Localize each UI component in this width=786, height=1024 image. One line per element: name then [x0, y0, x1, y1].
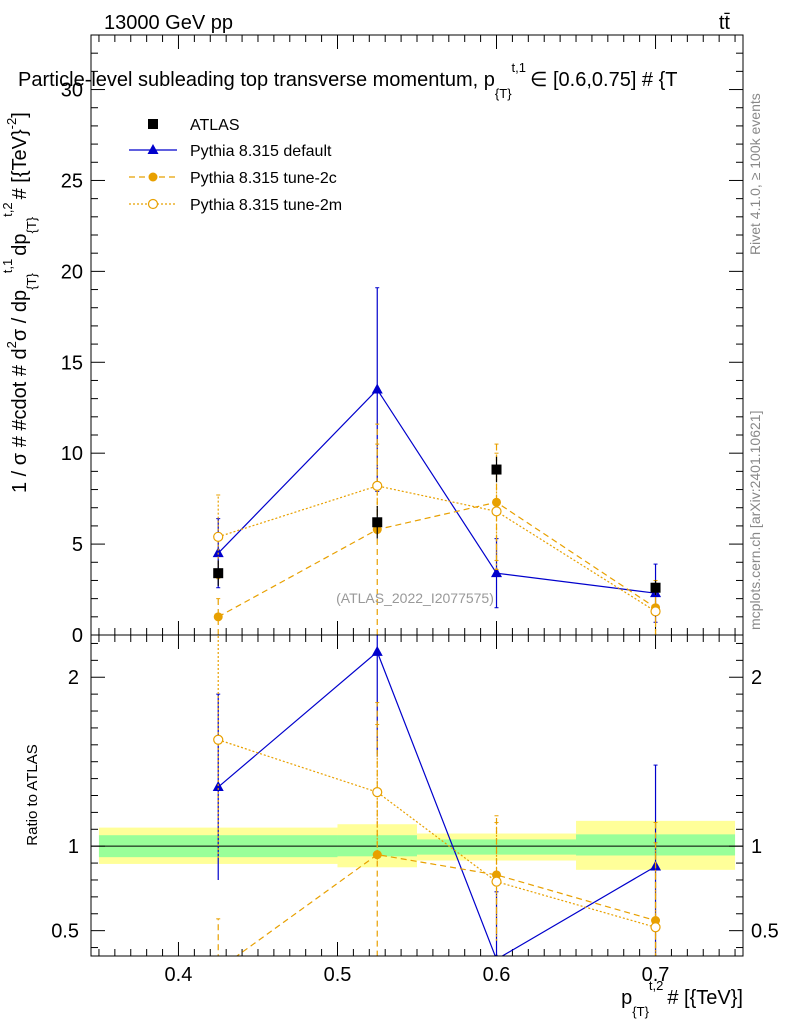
legend-entry: Pythia 8.315 tune-2c [190, 170, 337, 187]
main-axis-ticks: 0 5 10 15 20 25 30 [61, 34, 743, 647]
energy-label: 13000 GeV pp [104, 12, 233, 34]
ratio-y-tick-label: 1 [68, 836, 79, 858]
ratio-y-tick-label-right: 0.5 [751, 921, 779, 943]
ratio-point [212, 781, 224, 792]
ratio-plot-area [212, 635, 662, 974]
svg-text:Ratio to ATLAS: Ratio to ATLAS [24, 744, 41, 845]
x-tick-label: 0.6 [483, 964, 511, 986]
ratio-series-line [217, 650, 656, 956]
main-plot-area [212, 287, 662, 635]
legend-entry: Pythia 8.315 default [190, 143, 332, 160]
data-point [491, 506, 502, 517]
ratio-y-tick-label-right: 1 [751, 836, 762, 858]
ratio-series-line [218, 739, 656, 928]
ratio-point [372, 787, 383, 798]
rivet-label: Rivet 4.1.0, ≥ 100k events [747, 93, 763, 255]
ratio-frame [90, 634, 744, 957]
y-tick-label: 15 [61, 352, 83, 374]
atlas-data-point [650, 582, 661, 593]
series-line [217, 388, 656, 594]
ratio-y-tick-label: 2 [68, 667, 79, 689]
ratio-point [213, 734, 224, 745]
ratio-y-tick-label: 0.5 [51, 921, 79, 943]
process-label: tt̄ [719, 12, 731, 34]
y-tick-label: 30 [61, 80, 83, 102]
y-tick-label: 25 [61, 170, 83, 192]
x-tick-label: 0.7 [642, 964, 670, 986]
ratio-y-axis-label: Ratio to ATLAS [24, 744, 41, 845]
main-frame [90, 34, 744, 636]
y-tick-label: 0 [72, 625, 83, 647]
x-tick-label: 0.4 [165, 964, 193, 986]
data-point [492, 497, 502, 507]
svg-text:mcplots.cern.ch [arXiv:2401.10: mcplots.cern.ch [arXiv:2401.10621] [747, 411, 763, 630]
svg-text:1 / σ # #cdot # d2σ / dp{T}t,1: 1 / σ # #cdot # d2σ / dp{T}t,1dp{T}t,2# … [0, 112, 39, 493]
data-point [212, 547, 224, 558]
data-point [213, 531, 224, 542]
ratio-panel: 0.4 0.5 0.6 0.7 0.5 0.5 1 1 2 2 [51, 634, 779, 986]
analysis-watermark: (ATLAS_2022_I2077575) [336, 590, 494, 606]
legend-marker [147, 198, 159, 210]
chart-title: Particle-level subleading top transverse… [18, 60, 678, 101]
legend: ATLAS Pythia 8.315 default Pythia 8.315 tu… [129, 117, 342, 214]
ratio-series-line [235, 853, 656, 956]
data-point [372, 480, 383, 492]
atlas-data-point [372, 517, 383, 528]
main-panel: 0 5 10 15 20 25 30 (ATLAS_2022_I2077575) [61, 34, 744, 647]
ratio-point [495, 953, 498, 956]
x-axis-label: p{T}t,2# [{TeV}] [621, 978, 743, 1019]
ratio-point [371, 645, 383, 656]
y-tick-label: 5 [72, 534, 83, 556]
ratio-point [214, 965, 223, 974]
y-tick-label: 20 [61, 261, 83, 283]
ratio-axis-ticks: 0.4 0.5 0.6 0.7 0.5 0.5 1 1 2 2 [51, 635, 779, 986]
atlas-data-point [213, 568, 224, 579]
legend-marker [148, 172, 158, 182]
data-point [213, 612, 223, 622]
data-point [371, 383, 383, 394]
ratio-y-tick-label-right: 2 [751, 667, 762, 689]
data-point [491, 567, 503, 578]
legend-atlas-marker [148, 119, 158, 129]
main-y-axis-label: 1 / σ # #cdot # d2σ / dp{T}t,1dp{T}t,2# … [0, 112, 39, 493]
series-line [217, 501, 656, 618]
data-point [650, 606, 661, 617]
ratio-point [650, 922, 661, 933]
legend-entry: ATLAS [190, 117, 240, 134]
x-tick-label: 0.5 [324, 964, 352, 986]
legend-marker [147, 144, 159, 154]
svg-text:Rivet 4.1.0, ≥ 100k events: Rivet 4.1.0, ≥ 100k events [747, 93, 763, 255]
mcplots-label: mcplots.cern.ch [arXiv:2401.10621] [747, 411, 763, 630]
legend-entry: Pythia 8.315 tune-2m [190, 197, 342, 214]
ratio-uncertainty-bands [91, 820, 743, 870]
atlas-data-point [491, 464, 502, 475]
y-tick-label: 10 [61, 443, 83, 465]
ratio-point [491, 876, 502, 887]
